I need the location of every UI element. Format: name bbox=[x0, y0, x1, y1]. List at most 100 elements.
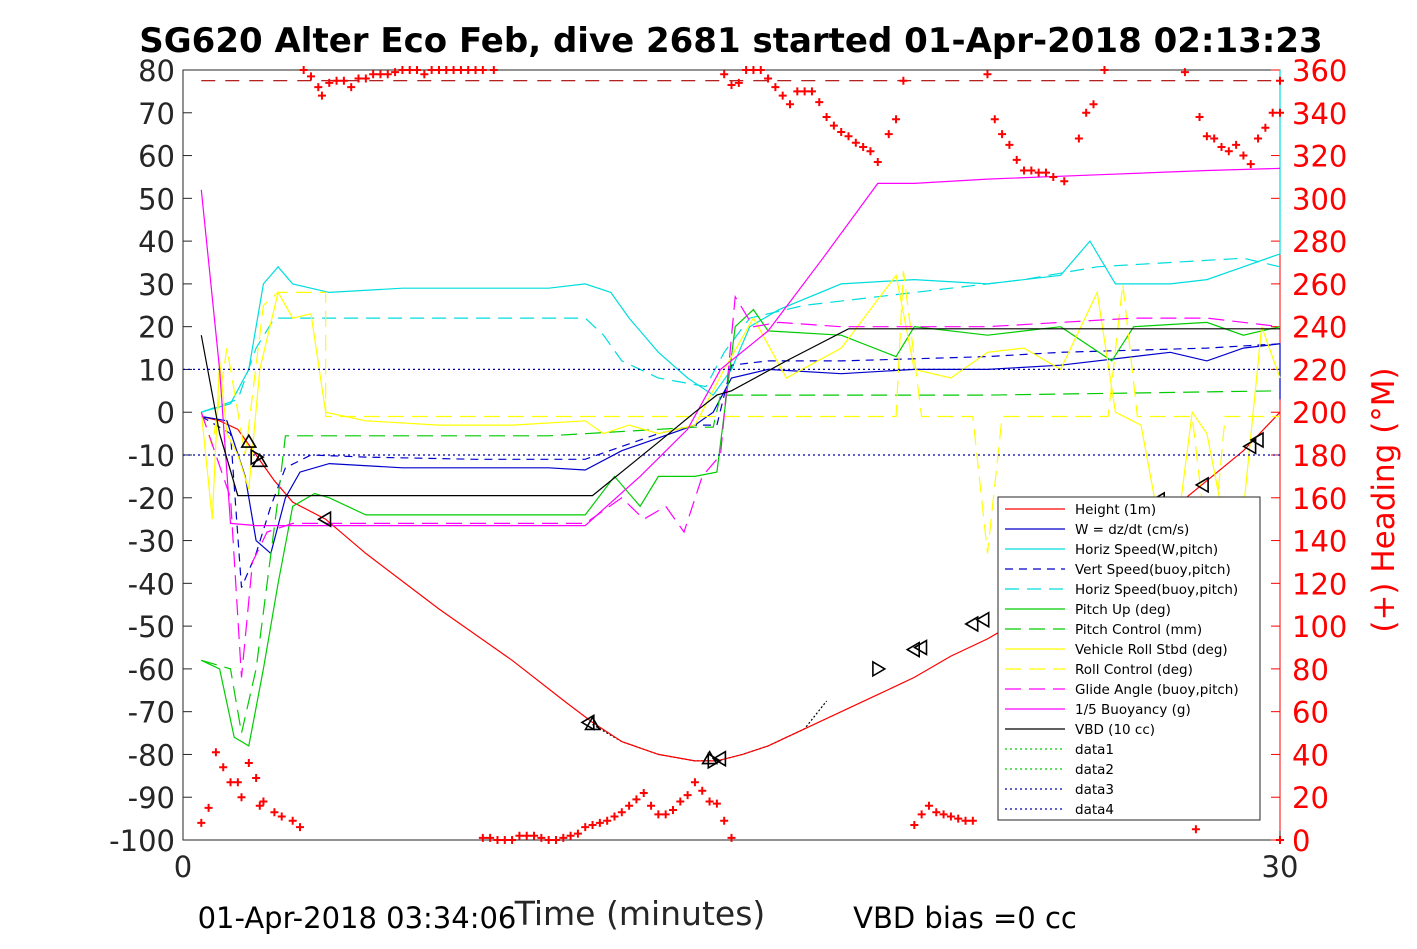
heading-point bbox=[727, 833, 736, 842]
legend-entry-label: Height (1m) bbox=[1075, 502, 1156, 518]
heading-point bbox=[1041, 168, 1050, 177]
heading-point bbox=[544, 836, 553, 844]
heading-point bbox=[233, 778, 242, 787]
series-line bbox=[201, 390, 1281, 734]
x-tick-label: 30 bbox=[1262, 850, 1299, 884]
legend-entry-label: Glide Angle (buoy,pitch) bbox=[1075, 682, 1239, 698]
left-y-tick-label: -80 bbox=[128, 738, 175, 772]
right-y-tick-label: 200 bbox=[1292, 396, 1347, 430]
heading-point bbox=[654, 810, 663, 819]
heading-point bbox=[727, 80, 736, 89]
right-y-tick-label: 60 bbox=[1292, 696, 1329, 730]
left-y-axis: 80 70 60 50 40 30 20 10 0 -10 -20 -30 -40 -50 -60 -70 -8… bbox=[109, 54, 192, 858]
heading-point bbox=[961, 816, 970, 825]
heading-point bbox=[793, 87, 802, 96]
heading-point bbox=[720, 70, 729, 79]
heading-point bbox=[712, 799, 721, 808]
heading-point bbox=[1210, 134, 1219, 143]
heading-point bbox=[683, 791, 692, 800]
heading-point bbox=[270, 808, 279, 817]
left-y-tick-label: 60 bbox=[138, 140, 175, 174]
heading-point bbox=[917, 810, 926, 819]
x-axis: 0 30 bbox=[174, 831, 1299, 884]
heading-point bbox=[478, 833, 487, 842]
heading-point bbox=[588, 821, 597, 830]
heading-point bbox=[1195, 113, 1204, 122]
heading-point bbox=[815, 98, 824, 107]
heading-point bbox=[749, 66, 758, 74]
heading-point bbox=[676, 797, 685, 806]
right-y-tick-label: 340 bbox=[1292, 97, 1347, 131]
heading-point bbox=[1049, 172, 1058, 181]
heading-point bbox=[288, 816, 297, 825]
series-line bbox=[201, 70, 1281, 413]
triangle-marker bbox=[1242, 438, 1257, 455]
heading-point bbox=[734, 78, 743, 87]
heading-point bbox=[277, 812, 286, 821]
triangle-marker bbox=[251, 452, 269, 468]
series-line bbox=[200, 343, 1281, 588]
heading-point bbox=[405, 66, 414, 74]
heading-point bbox=[434, 66, 443, 74]
heading-point bbox=[720, 816, 729, 825]
heading-point bbox=[786, 100, 795, 109]
heading-point bbox=[690, 778, 699, 787]
legend-entry-label: Vert Speed(buoy,pitch) bbox=[1075, 562, 1231, 578]
heading-point bbox=[800, 87, 809, 96]
heading-point bbox=[252, 773, 261, 782]
legend-box bbox=[997, 496, 1261, 821]
heading-point bbox=[639, 788, 648, 797]
heading-point bbox=[851, 138, 860, 147]
heading-point bbox=[515, 831, 524, 840]
heading-point bbox=[742, 66, 751, 74]
heading-point bbox=[1217, 143, 1226, 151]
heading-point bbox=[1239, 151, 1248, 160]
right-y-tick-label: 80 bbox=[1292, 653, 1329, 687]
heading-point bbox=[625, 801, 634, 810]
heading-point bbox=[1202, 132, 1211, 141]
heading-point bbox=[1276, 108, 1284, 117]
heading-point bbox=[1261, 123, 1270, 132]
heading-point bbox=[603, 816, 612, 825]
heading-point bbox=[1074, 134, 1083, 143]
legend-entry-label: data4 bbox=[1075, 802, 1114, 818]
heading-point bbox=[807, 87, 816, 96]
heading-point bbox=[471, 66, 480, 74]
heading-point bbox=[537, 833, 546, 842]
left-y-tick-label: -70 bbox=[128, 696, 175, 730]
heading-point bbox=[1254, 134, 1263, 143]
heading-point bbox=[413, 66, 422, 74]
heading-point bbox=[859, 143, 868, 151]
heading-point bbox=[1020, 166, 1029, 175]
heading-point bbox=[844, 132, 853, 141]
right-y-tick-label: 300 bbox=[1292, 182, 1347, 216]
heading-point bbox=[226, 778, 235, 787]
heading-point bbox=[573, 829, 582, 838]
heading-point bbox=[325, 78, 334, 87]
left-y-tick-label: -20 bbox=[128, 482, 175, 516]
heading-point bbox=[617, 808, 626, 817]
legend-entry-label: VBD (10 cc) bbox=[1075, 722, 1155, 738]
triangle-marker bbox=[250, 448, 265, 466]
series-line bbox=[200, 167, 1281, 527]
left-y-tick-label: -90 bbox=[128, 781, 175, 815]
heading-point bbox=[464, 66, 473, 74]
heading-point bbox=[489, 66, 498, 74]
heading-point bbox=[932, 808, 941, 817]
heading-point bbox=[910, 821, 919, 830]
series-layer bbox=[183, 70, 1281, 762]
heading-point bbox=[306, 72, 315, 81]
heading-point bbox=[1089, 100, 1098, 109]
legend-entry-label: data2 bbox=[1075, 762, 1114, 778]
legend-entry-label: Vehicle Roll Stbd (deg) bbox=[1075, 642, 1228, 658]
left-y-tick-label: 80 bbox=[138, 54, 175, 88]
heading-point bbox=[866, 147, 875, 156]
triangle-marker bbox=[317, 510, 332, 528]
heading-point bbox=[332, 76, 341, 85]
right-y-tick-label: 160 bbox=[1292, 482, 1347, 516]
heading-point bbox=[456, 66, 465, 74]
right-y-tick-label: 40 bbox=[1292, 738, 1329, 772]
legend: Height (1m) W = dz/dt (cm/s) Horiz Speed(W… bbox=[997, 496, 1261, 821]
left-y-tick-label: 30 bbox=[138, 268, 175, 302]
right-y-tick-label: 320 bbox=[1292, 140, 1347, 174]
